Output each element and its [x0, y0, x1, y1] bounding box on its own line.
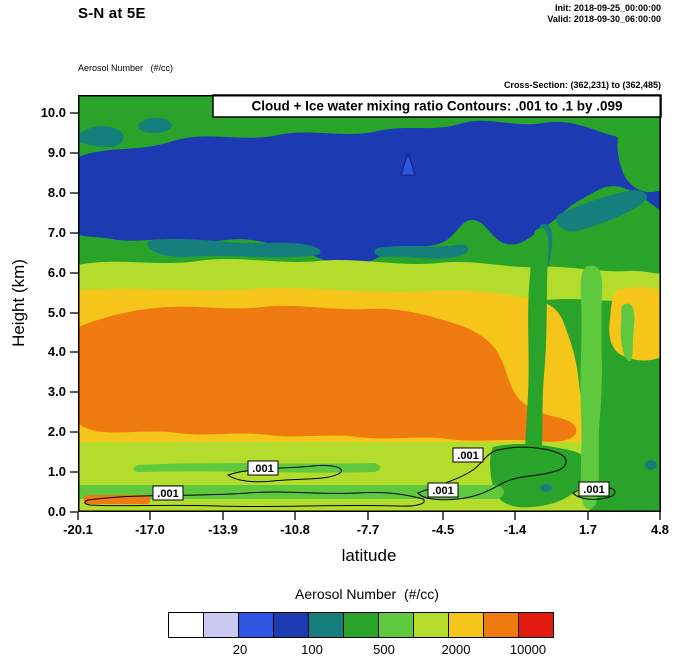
- x-axis-ticks: [77, 512, 661, 520]
- colorbar-tick-label: 500: [373, 642, 395, 657]
- x-axis-title: latitude: [342, 546, 397, 565]
- y-tick-label: 7.0: [48, 225, 66, 240]
- field-region-orange-core: [78, 305, 577, 442]
- contour-label-text: .001: [157, 488, 178, 500]
- y-tick-label: 1.0: [48, 464, 66, 479]
- colorbar-box: [343, 612, 379, 638]
- contour-label-box: .001: [247, 460, 279, 476]
- colorbar-box: [483, 612, 519, 638]
- y-tick-label: 9.0: [48, 145, 66, 160]
- field-region-surface-orange-sliver: [84, 495, 150, 504]
- field-spot-teal: [540, 484, 552, 492]
- cross-section-note: Cross-Section: (362,231) to (362,485): [503, 80, 661, 90]
- colorbar-box: [518, 612, 554, 638]
- colorbar-title: Aerosol Number (#/cc): [295, 586, 439, 602]
- colorbar-box: [378, 612, 414, 638]
- y-tick-label: 8.0: [48, 185, 66, 200]
- field-region-dark-blue-band: [78, 120, 661, 267]
- field-spot-teal: [645, 460, 657, 470]
- init-time: Init: 2018-09-25_00:00:00: [554, 3, 661, 13]
- contour-label-box: .001: [578, 481, 610, 497]
- colorbar-tick-label: 2000: [441, 642, 471, 657]
- colorbar-box: [203, 612, 239, 638]
- y-tick-label: 4.0: [48, 344, 66, 359]
- colorbar-tick-label: 10000: [509, 642, 547, 657]
- x-tick-label: -17.0: [135, 522, 165, 537]
- contour-label-text: .001: [432, 485, 453, 497]
- x-tick-label: -10.8: [280, 522, 310, 537]
- x-axis-tick-labels: -20.1 -17.0 -13.9 -10.8 -7.7 -4.5 -1.4 1…: [63, 522, 669, 537]
- blue-triangle-marker-icon: [400, 151, 416, 176]
- colorbar: [168, 612, 554, 638]
- x-tick-label: 4.8: [651, 522, 669, 537]
- y-axis-tick-labels: 0.0 1.0 2.0 3.0 4.0 5.0 6.0 7.0 8.0 9.0 …: [41, 105, 66, 519]
- y-axis-title: Height (km): [9, 259, 28, 347]
- contour-label-group: .001 .001 .001 .001 .001: [152, 447, 610, 501]
- y-tick-label: 10.0: [41, 105, 66, 120]
- x-tick-label: -7.7: [357, 522, 379, 537]
- contour-label-text: .001: [252, 463, 273, 475]
- contour-label-box: .001: [427, 482, 459, 498]
- x-tick-label: -20.1: [63, 522, 93, 537]
- contour-label-box: .001: [152, 485, 184, 501]
- run-times: Init: 2018-09-25_00:00:00 Valid: 2018-09…: [547, 3, 661, 25]
- x-tick-label: 1.7: [579, 522, 597, 537]
- x-tick-label: -4.5: [432, 522, 454, 537]
- colorbar-tick-label: 20: [232, 642, 248, 657]
- y-tick-label: 5.0: [48, 305, 66, 320]
- y-tick-label: 0.0: [48, 504, 66, 519]
- plot-frame: [78, 95, 661, 512]
- contour-label-text: .001: [457, 450, 478, 462]
- colorbar-box: [413, 612, 449, 638]
- field-region-green-streaks: [490, 125, 661, 512]
- field-line-aerosol: Aerosol Number (#/cc): [78, 63, 174, 73]
- x-tick-label: -1.4: [504, 522, 527, 537]
- contour-label-box: .001: [452, 447, 484, 463]
- y-tick-label: 6.0: [48, 265, 66, 280]
- colorbar-box: [238, 612, 274, 638]
- valid-time: Valid: 2018-09-30_06:00:00: [547, 14, 661, 24]
- page-title: S-N at 5E: [78, 5, 146, 22]
- cross-section-plot: .001 .001 .001 .001 .001: [9, 94, 669, 565]
- colorbar-box: [168, 612, 204, 638]
- aerosol-filled-field: [78, 95, 661, 512]
- y-axis-ticks: [70, 112, 78, 513]
- contour-info-text: Cloud + Ice water mixing ratio Contours:…: [252, 99, 623, 114]
- colorbar-tick-label: 100: [301, 642, 323, 657]
- y-tick-label: 3.0: [48, 384, 66, 399]
- cloud-ice-contour-lines: [84, 446, 616, 508]
- y-tick-label: 2.0: [48, 424, 66, 439]
- x-tick-label: -13.9: [208, 522, 238, 537]
- colorbar-box: [273, 612, 309, 638]
- contour-info-banner: Cloud + Ice water mixing ratio Contours:…: [212, 94, 662, 118]
- colorbar-box: [448, 612, 484, 638]
- contour-label-text: .001: [583, 484, 604, 496]
- colorbar-box: [308, 612, 344, 638]
- plot-area: .001 .001 .001 .001 .001: [78, 94, 662, 512]
